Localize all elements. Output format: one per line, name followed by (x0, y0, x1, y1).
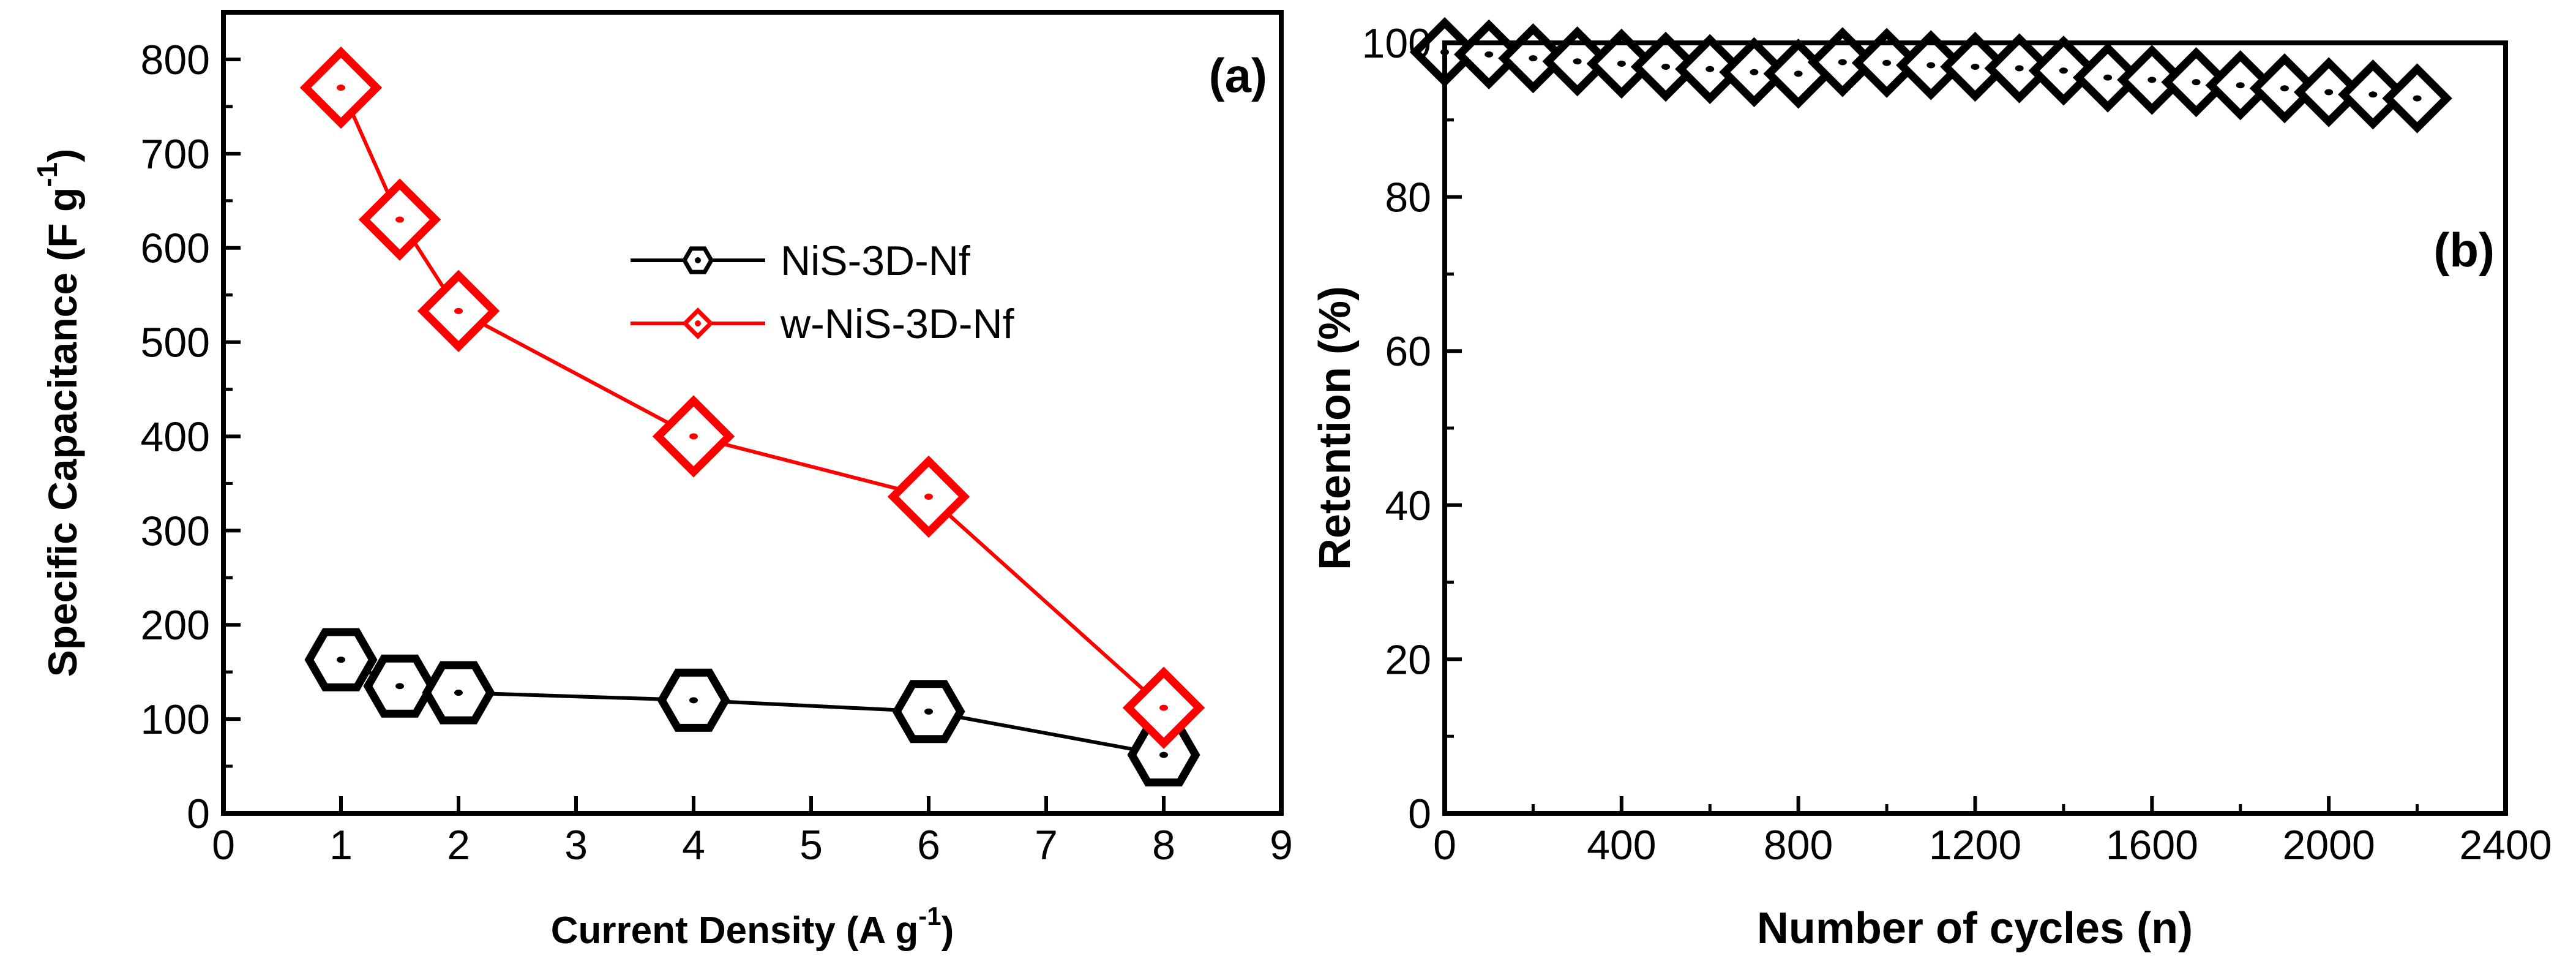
panel-b-xtick-label: 400 (1587, 822, 1656, 868)
panel-a-xtick-label: 4 (682, 822, 705, 868)
panel-a-point-w-NiS-3D-Nf-center (454, 307, 463, 314)
panel-b-ytick-label: 0 (1408, 791, 1431, 837)
panel-b-ytick-label: 60 (1385, 328, 1431, 375)
panel-a-label: (a) (1209, 48, 1267, 102)
panel-a-ytick-label: 300 (141, 508, 210, 554)
panel-a-point-NiS-3D-Nf-center (454, 690, 463, 696)
panel-b-ytick-label: 80 (1385, 175, 1431, 221)
panel-a-xtick-label: 3 (564, 822, 588, 868)
panel-a-xtick-label: 5 (799, 822, 823, 868)
legend-marker-wnis-center (695, 320, 701, 326)
panel-a-xtick-label: 2 (447, 822, 470, 868)
panel-a-ytick-label: 0 (187, 791, 210, 837)
panel-b-point-Retention-center (1617, 60, 1626, 67)
panel-a-ytick-label: 800 (141, 37, 210, 83)
legend-label-nis: NiS-3D-Nf (781, 238, 970, 284)
panel-b-xtick-label: 800 (1764, 822, 1833, 868)
panel-b-xtick-label: 1200 (1929, 822, 2021, 868)
panel-b-point-Retention-center (2192, 79, 2201, 86)
panel-b-point-Retention-center (2324, 89, 2334, 96)
panel-b-xtick-label: 2000 (2283, 822, 2375, 868)
panel-a-xtick-label: 1 (329, 822, 353, 868)
panel-b-point-Retention-center (1573, 58, 1582, 65)
panel-b-xlabel: Number of cycles (n) (1757, 904, 2193, 953)
panel-b-point-Retention-center (2413, 95, 2422, 102)
panel-b-point-Retention-center (1926, 62, 1936, 69)
panel-a-xtick-label: 0 (212, 822, 235, 868)
panel-b-ylabel: Retention (%) (1311, 286, 1360, 570)
panel-b-point-Retention-center (2236, 82, 2245, 89)
panel-b-point-Retention-center (2368, 91, 2378, 98)
panel-a-series-line-w-NiS-3D-Nf (339, 86, 1166, 709)
panel-a-ytick-label: 100 (141, 696, 210, 743)
panel-a-point-NiS-3D-Nf-center (924, 708, 933, 715)
panel-b-point-Retention-center (2147, 77, 2157, 83)
panel-b-ticks: 0 400 800 1200 1600 2000 2400 0 20 40 60 80 100 (1362, 20, 2552, 868)
panel-a-frame (221, 10, 1284, 816)
panel-a-ytick-label: 500 (141, 320, 210, 366)
panel-b-point-Retention-center (1705, 66, 1715, 72)
panel-a-xtick-label: 8 (1152, 822, 1175, 868)
panel-b-label: (b) (2433, 223, 2495, 277)
panel-a-point-w-NiS-3D-Nf-center (924, 493, 933, 500)
panel-b-marks (1409, 17, 2452, 134)
panel-a-ytick-label: 400 (141, 413, 210, 460)
panel-b-point-Retention-center (1794, 70, 1803, 77)
panel-b-point-Retention-center (1661, 63, 1671, 70)
panel-a-point-w-NiS-3D-Nf-center (1159, 704, 1168, 711)
panel-a-point-NiS-3D-Nf-center (1159, 751, 1168, 758)
panel-a-legend: NiS-3D-Nf w-NiS-3D-Nf (631, 238, 1014, 347)
panel-b-ytick-label: 100 (1362, 20, 1431, 67)
panel-b-point-Retention-center (1750, 69, 1759, 75)
panel-a-point-w-NiS-3D-Nf-center (689, 433, 698, 440)
panel-b-ytick-label: 40 (1385, 483, 1431, 529)
panel-a-point-w-NiS-3D-Nf-center (395, 216, 404, 223)
panel-a-ytick-label: 200 (141, 602, 210, 649)
panel-a-point-NiS-3D-Nf-center (395, 683, 404, 690)
panel-b-point-Retention-center (2015, 65, 2024, 72)
panel-b-point-Retention-center (2280, 85, 2289, 92)
legend-label-wnis: w-NiS-3D-Nf (780, 301, 1014, 347)
panel-b-point-Retention-center (2103, 74, 2113, 81)
panel-a-xtick-label: 9 (1270, 822, 1293, 868)
panel-a-xlabel: Current Density (A g-1) (551, 902, 954, 952)
panel-a-ticks: 0 1 2 3 4 5 6 7 8 9 0 100 200 300 400 500 600 700 800 (141, 37, 1293, 868)
panel-b-point-Retention-center (1971, 63, 1980, 70)
panel-b-xtick-label: 0 (1433, 822, 1456, 868)
panel-a-point-NiS-3D-Nf-center (337, 657, 345, 663)
panel-a-ytick-label: 600 (141, 225, 210, 272)
panel-a-xtick-label: 6 (917, 822, 940, 868)
panel-a-marks (299, 46, 1205, 787)
panel-b-frame (1442, 40, 2508, 816)
panel-b-ytick-label: 20 (1385, 636, 1431, 683)
panel-a-xtick-label: 7 (1035, 822, 1058, 868)
panel-b-point-Retention-center (1838, 59, 1847, 66)
panel-b-xtick-label: 1600 (2106, 822, 2198, 868)
panel-b-xtick-label: 2400 (2459, 822, 2552, 868)
panel-b-point-Retention-center (2059, 67, 2068, 74)
panel-a-ytick-label: 700 (141, 131, 210, 178)
panel-b-point-Retention-center (1485, 51, 1494, 58)
panel-b-point-Retention-center (1882, 59, 1892, 66)
panel-b-point-Retention-center (1529, 55, 1538, 62)
panel-a-point-w-NiS-3D-Nf-center (337, 85, 345, 91)
panel-a-point-NiS-3D-Nf-center (689, 697, 698, 704)
legend-marker-nis-center (695, 257, 701, 263)
panel-a-ylabel: Specific Capacitance (F g-1) (31, 149, 85, 677)
